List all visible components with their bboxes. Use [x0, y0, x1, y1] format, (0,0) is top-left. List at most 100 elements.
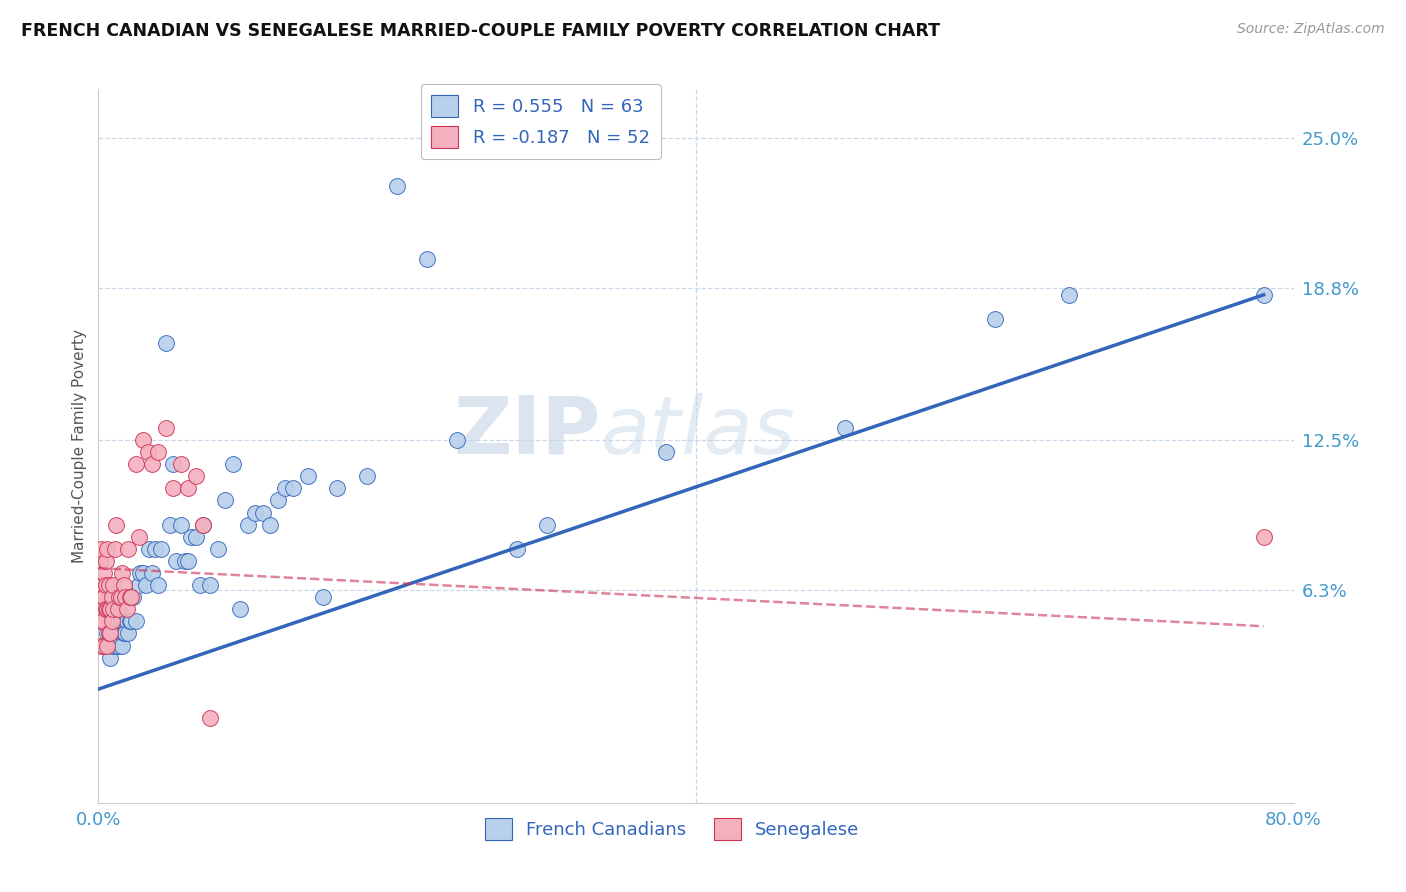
Point: [129, 566, 152, 580]
Point: [114, 590, 136, 604]
Point: [135, 578, 157, 592]
Point: [162, 481, 184, 495]
Point: [103, 639, 125, 653]
Point: [105, 517, 128, 532]
Text: atlas: atlas: [600, 392, 796, 471]
Point: [446, 433, 468, 447]
Point: [97, 578, 120, 592]
Point: [112, 578, 135, 592]
Point: [103, 602, 125, 616]
Point: [120, 615, 142, 629]
Point: [128, 578, 150, 592]
Point: [121, 590, 143, 604]
Point: [93, 590, 115, 604]
Point: [274, 481, 297, 495]
Point: [115, 615, 138, 629]
Point: [169, 517, 191, 532]
Point: [91, 578, 114, 592]
Point: [111, 566, 134, 580]
Point: [326, 481, 349, 495]
Point: [191, 517, 214, 532]
Point: [281, 481, 304, 495]
Point: [148, 445, 170, 459]
Point: [117, 626, 139, 640]
Point: [94, 578, 117, 592]
Point: [91, 615, 114, 629]
Point: [94, 554, 117, 568]
Point: [105, 639, 128, 653]
Point: [1059, 288, 1081, 302]
Point: [97, 626, 120, 640]
Point: [169, 457, 191, 471]
Point: [132, 433, 155, 447]
Point: [117, 541, 139, 556]
Point: [245, 506, 267, 520]
Point: [143, 541, 166, 556]
Point: [94, 602, 117, 616]
Point: [90, 639, 112, 653]
Point: [93, 566, 115, 580]
Point: [297, 469, 319, 483]
Point: [98, 650, 122, 665]
Point: [136, 445, 159, 459]
Point: [148, 578, 170, 592]
Point: [1253, 530, 1275, 544]
Point: [125, 615, 148, 629]
Point: [200, 578, 222, 592]
Point: [184, 530, 207, 544]
Point: [138, 541, 160, 556]
Point: [118, 590, 141, 604]
Point: [98, 626, 122, 640]
Point: [236, 517, 259, 532]
Point: [506, 541, 529, 556]
Point: [416, 252, 439, 266]
Point: [108, 590, 131, 604]
Point: [110, 615, 132, 629]
Point: [93, 639, 115, 653]
Point: [97, 602, 120, 616]
Point: [834, 421, 856, 435]
Point: [96, 626, 118, 640]
Point: [180, 530, 202, 544]
Point: [222, 457, 245, 471]
Point: [984, 312, 1007, 326]
Point: [162, 457, 184, 471]
Point: [104, 541, 127, 556]
Point: [174, 554, 197, 568]
Point: [93, 639, 115, 653]
Point: [128, 530, 150, 544]
Point: [120, 590, 142, 604]
Point: [103, 578, 125, 592]
Point: [150, 541, 173, 556]
Point: [165, 554, 187, 568]
Point: [98, 602, 122, 616]
Point: [267, 493, 290, 508]
Point: [356, 469, 378, 483]
Point: [229, 602, 252, 616]
Point: [111, 639, 134, 653]
Point: [177, 554, 200, 568]
Text: FRENCH CANADIAN VS SENEGALESE MARRIED-COUPLE FAMILY POVERTY CORRELATION CHART: FRENCH CANADIAN VS SENEGALESE MARRIED-CO…: [21, 22, 941, 40]
Point: [155, 421, 177, 435]
Point: [155, 336, 177, 351]
Point: [96, 541, 118, 556]
Point: [114, 626, 136, 640]
Point: [655, 445, 678, 459]
Point: [1253, 288, 1275, 302]
Point: [89, 615, 111, 629]
Point: [141, 457, 163, 471]
Point: [207, 541, 229, 556]
Point: [108, 639, 131, 653]
Point: [252, 506, 274, 520]
Text: Source: ZipAtlas.com: Source: ZipAtlas.com: [1237, 22, 1385, 37]
Point: [191, 517, 214, 532]
Point: [214, 493, 236, 508]
Point: [89, 554, 111, 568]
Point: [141, 566, 163, 580]
Point: [188, 578, 211, 592]
Point: [125, 457, 148, 471]
Point: [91, 602, 114, 616]
Point: [177, 481, 200, 495]
Legend: French Canadians, Senegalese: French Canadians, Senegalese: [478, 811, 866, 847]
Point: [118, 615, 141, 629]
